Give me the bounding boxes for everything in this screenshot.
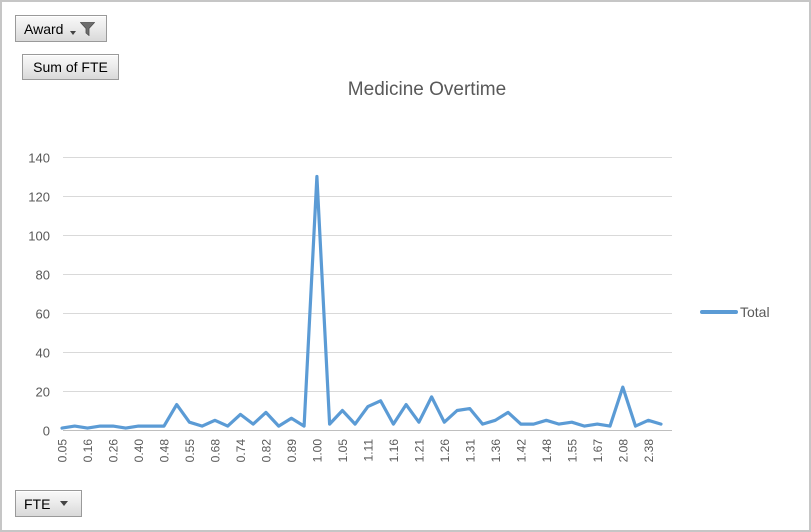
svg-text:1.42: 1.42 (514, 439, 528, 463)
svg-text:2.08: 2.08 (616, 439, 630, 463)
svg-text:120: 120 (28, 190, 50, 205)
svg-text:2.38: 2.38 (642, 439, 656, 463)
svg-text:40: 40 (36, 346, 50, 361)
svg-text:140: 140 (28, 151, 50, 166)
dropdown-arrow-icon (70, 30, 77, 35)
svg-text:0.05: 0.05 (56, 439, 70, 463)
svg-text:0.68: 0.68 (208, 439, 222, 463)
svg-text:0.74: 0.74 (234, 439, 248, 463)
svg-text:0.16: 0.16 (81, 439, 95, 463)
award-filter-button[interactable]: Award (15, 15, 107, 42)
svg-text:1.48: 1.48 (540, 439, 554, 463)
svg-text:1.21: 1.21 (412, 439, 426, 463)
chart-title: Medicine Overtime (347, 79, 507, 100)
svg-text:20: 20 (36, 385, 50, 400)
filter-funnel-icon (80, 22, 96, 36)
svg-text:0.89: 0.89 (285, 439, 299, 463)
svg-text:80: 80 (36, 268, 50, 283)
svg-text:1.05: 1.05 (336, 439, 350, 463)
dropdown-arrow-icon (60, 501, 69, 506)
svg-text:1.00: 1.00 (310, 439, 324, 463)
svg-text:0.48: 0.48 (157, 439, 171, 463)
fte-axis-field-button[interactable]: FTE (15, 490, 82, 517)
award-filter-label: Award (24, 20, 64, 37)
svg-text:1.67: 1.67 (591, 439, 605, 463)
svg-text:100: 100 (28, 229, 50, 244)
svg-text:0.82: 0.82 (259, 439, 273, 463)
svg-text:1.55: 1.55 (565, 439, 579, 463)
svg-text:0.40: 0.40 (132, 439, 146, 463)
svg-text:1.26: 1.26 (438, 439, 452, 463)
svg-text:0: 0 (43, 424, 50, 439)
svg-text:1.11: 1.11 (361, 439, 375, 462)
svg-text:1.36: 1.36 (489, 439, 503, 463)
svg-text:60: 60 (36, 307, 50, 322)
svg-text:0.26: 0.26 (106, 439, 120, 463)
legend-label-total: Total (740, 304, 770, 320)
svg-text:0.55: 0.55 (183, 439, 197, 463)
chart-legend: Total (700, 304, 770, 320)
sum-of-fte-button[interactable]: Sum of FTE (22, 54, 119, 80)
sum-of-fte-label: Sum of FTE (33, 59, 108, 75)
legend-line-sample (700, 310, 738, 314)
svg-text:1.31: 1.31 (463, 439, 477, 463)
svg-text:1.16: 1.16 (387, 439, 401, 463)
fte-axis-field-label: FTE (24, 495, 51, 512)
